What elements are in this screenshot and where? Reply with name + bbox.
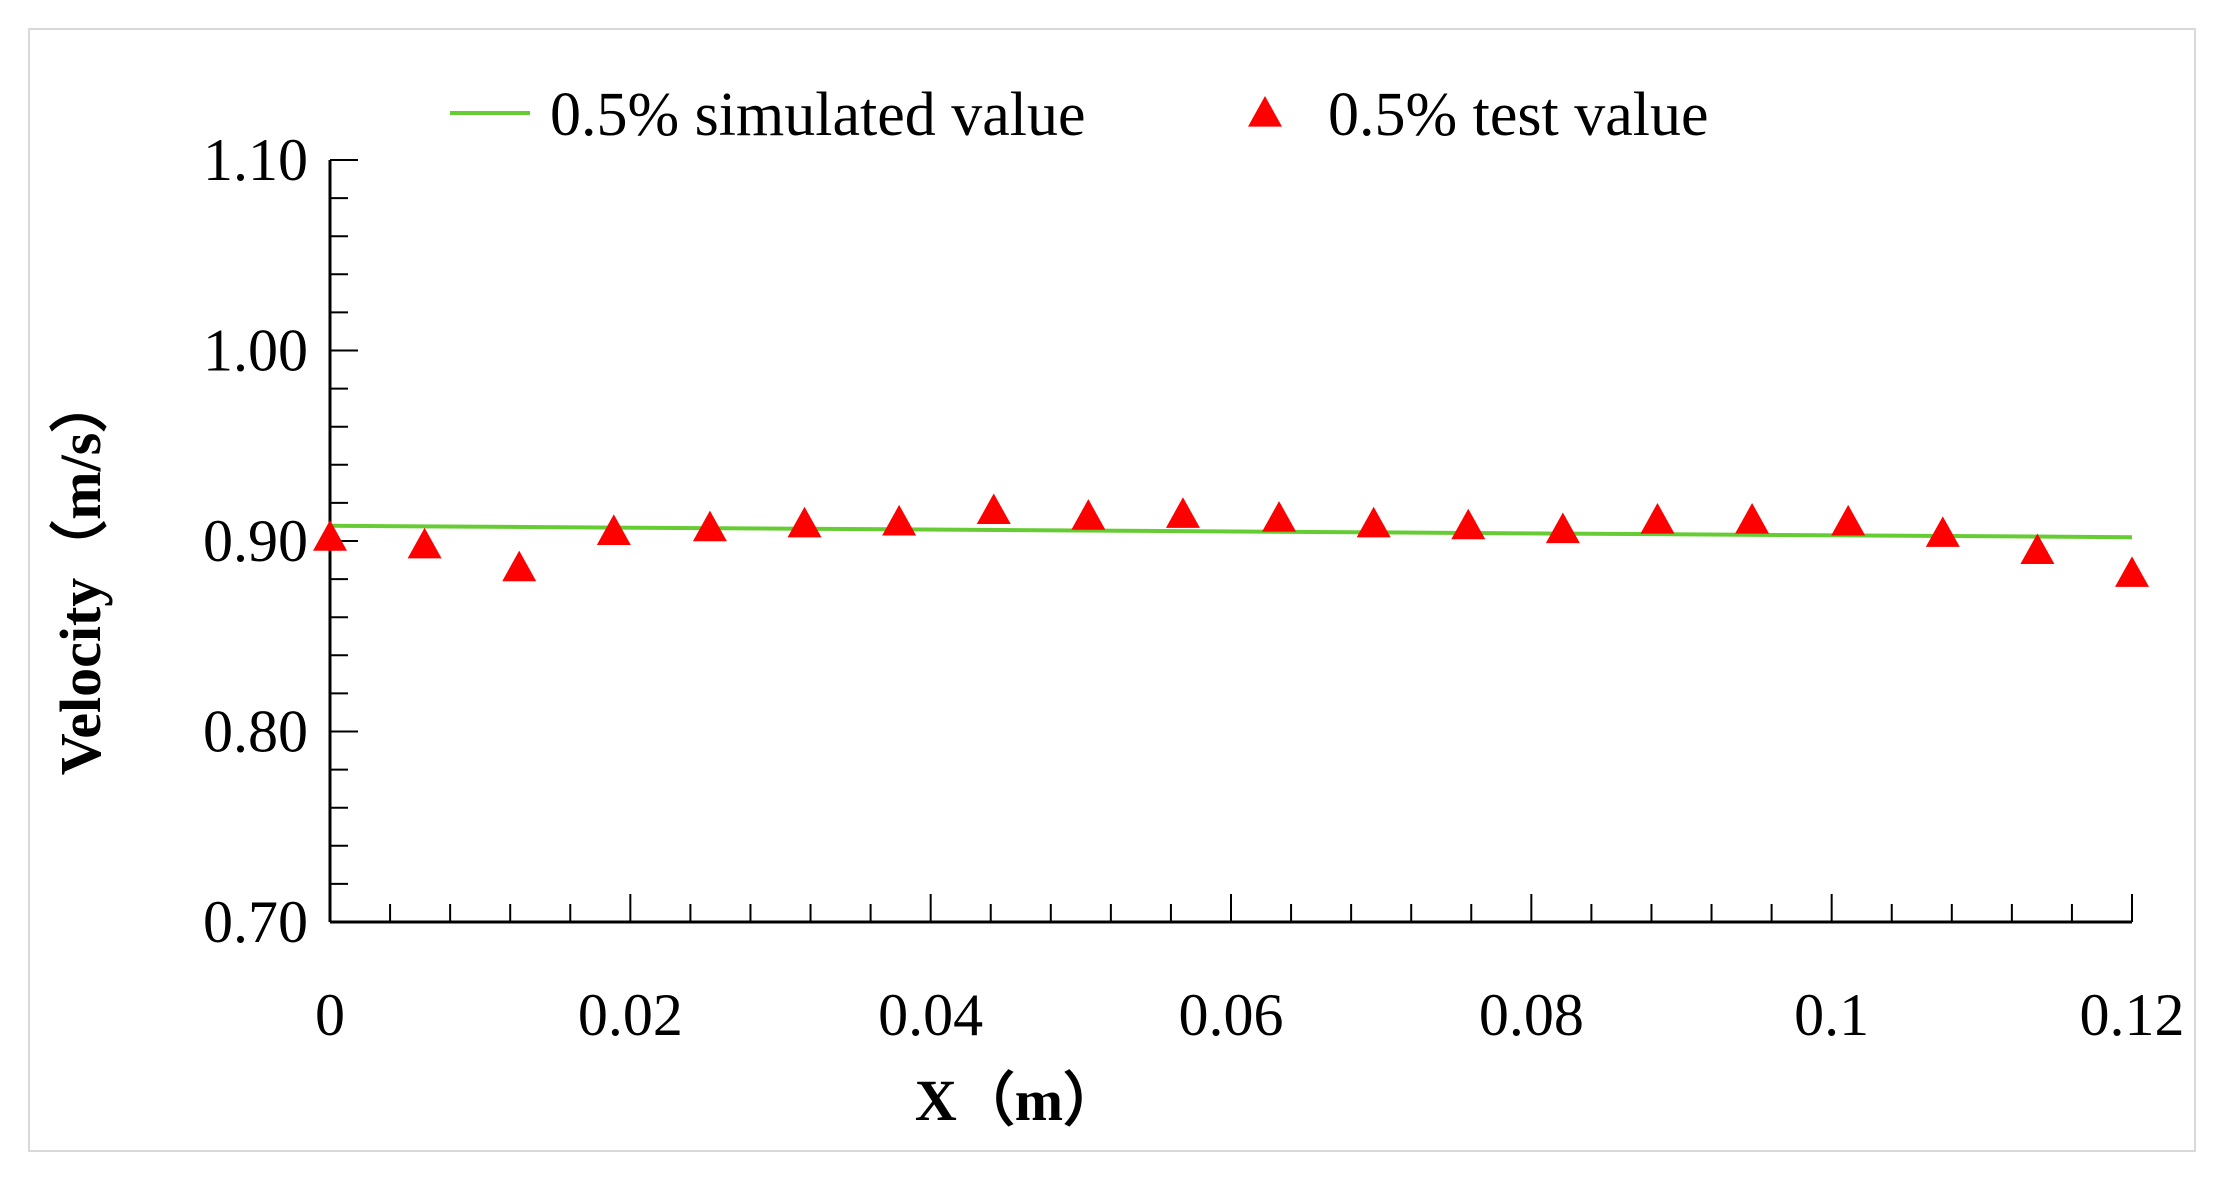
y-tick-label: 0.70 (203, 889, 308, 955)
legend: 0.5% simulated value 0.5% test value (450, 81, 1709, 149)
test-point (1165, 497, 1200, 528)
y-tick-label: 1.00 (203, 318, 308, 384)
test-point (1925, 516, 1960, 547)
y-axis-title: Velocity（m/s） (48, 375, 113, 776)
x-tick-label: 0.06 (1179, 982, 1284, 1048)
test-point (1831, 504, 1866, 536)
test-point (596, 514, 631, 546)
test-point (787, 506, 822, 538)
legend-triangle-marker (1248, 96, 1282, 127)
chart-frame (28, 28, 2196, 1152)
legend-simulated-label: 0.5% simulated value (550, 81, 1085, 149)
test-point (407, 527, 442, 559)
x-axis-title: X（m） (915, 1068, 1121, 1133)
x-tick-label: 0.02 (578, 982, 683, 1048)
y-ticks: 0.70 0.80 0.90 1.00 1.10 (203, 127, 358, 955)
test-series (313, 493, 2149, 587)
test-point (1356, 506, 1391, 538)
test-point (882, 504, 917, 536)
test-point (2115, 556, 2149, 587)
x-tick-label: 0.08 (1479, 982, 1584, 1048)
x-ticks: 0 0.02 0.04 0.06 0.08 0.1 0.12 (315, 894, 2185, 1048)
y-tick-label: 1.10 (203, 127, 308, 193)
y-tick-label: 0.80 (203, 699, 308, 765)
x-tick-label: 0.12 (2080, 982, 2185, 1048)
test-point (692, 510, 727, 542)
test-point (502, 550, 537, 582)
test-point (2020, 533, 2055, 565)
test-point (1735, 502, 1770, 534)
test-point (1640, 502, 1675, 534)
test-point (313, 520, 347, 551)
test-point (976, 493, 1011, 525)
y-tick-label: 0.90 (203, 508, 308, 574)
test-point (1262, 501, 1297, 532)
test-point (1451, 508, 1486, 540)
x-tick-label: 0.1 (1794, 982, 1869, 1048)
x-tick-label: 0.04 (878, 982, 983, 1048)
test-point (1545, 512, 1580, 544)
legend-test-label: 0.5% test value (1328, 81, 1709, 149)
x-tick-label: 0 (315, 982, 345, 1048)
test-point (1071, 499, 1106, 530)
